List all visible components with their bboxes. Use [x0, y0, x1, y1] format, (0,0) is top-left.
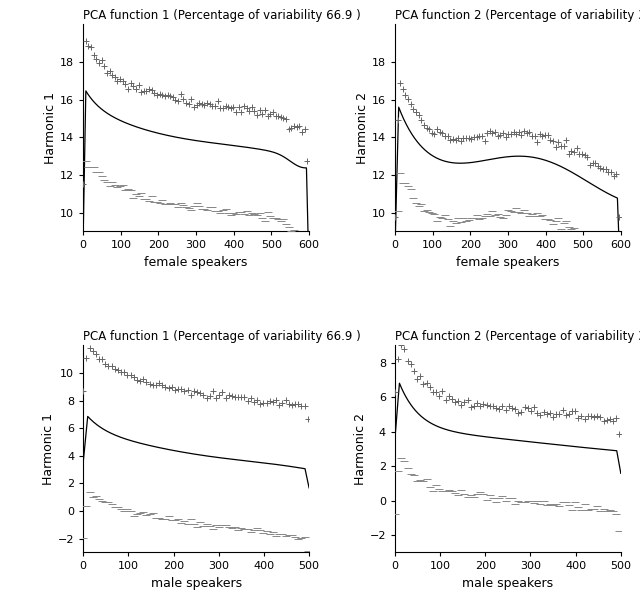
- Y-axis label: Harmonic 1: Harmonic 1: [42, 413, 55, 485]
- Text: PCA function 1 (Percentage of variability 66.9 ): PCA function 1 (Percentage of variabilit…: [83, 8, 361, 22]
- X-axis label: male speakers: male speakers: [462, 577, 554, 590]
- Text: PCA function 2 (Percentage of variability 3.4 ): PCA function 2 (Percentage of variabilit…: [395, 330, 640, 343]
- Y-axis label: Harmonic 1: Harmonic 1: [44, 92, 57, 164]
- X-axis label: female speakers: female speakers: [456, 256, 559, 269]
- Y-axis label: Harmonic 2: Harmonic 2: [356, 92, 369, 164]
- X-axis label: female speakers: female speakers: [145, 256, 248, 269]
- Text: PCA function 2 (Percentage of variability 3.4 ): PCA function 2 (Percentage of variabilit…: [395, 8, 640, 22]
- X-axis label: male speakers: male speakers: [150, 577, 242, 590]
- Y-axis label: Harmonic 2: Harmonic 2: [354, 413, 367, 485]
- Text: PCA function 1 (Percentage of variability 66.9 ): PCA function 1 (Percentage of variabilit…: [83, 330, 361, 343]
